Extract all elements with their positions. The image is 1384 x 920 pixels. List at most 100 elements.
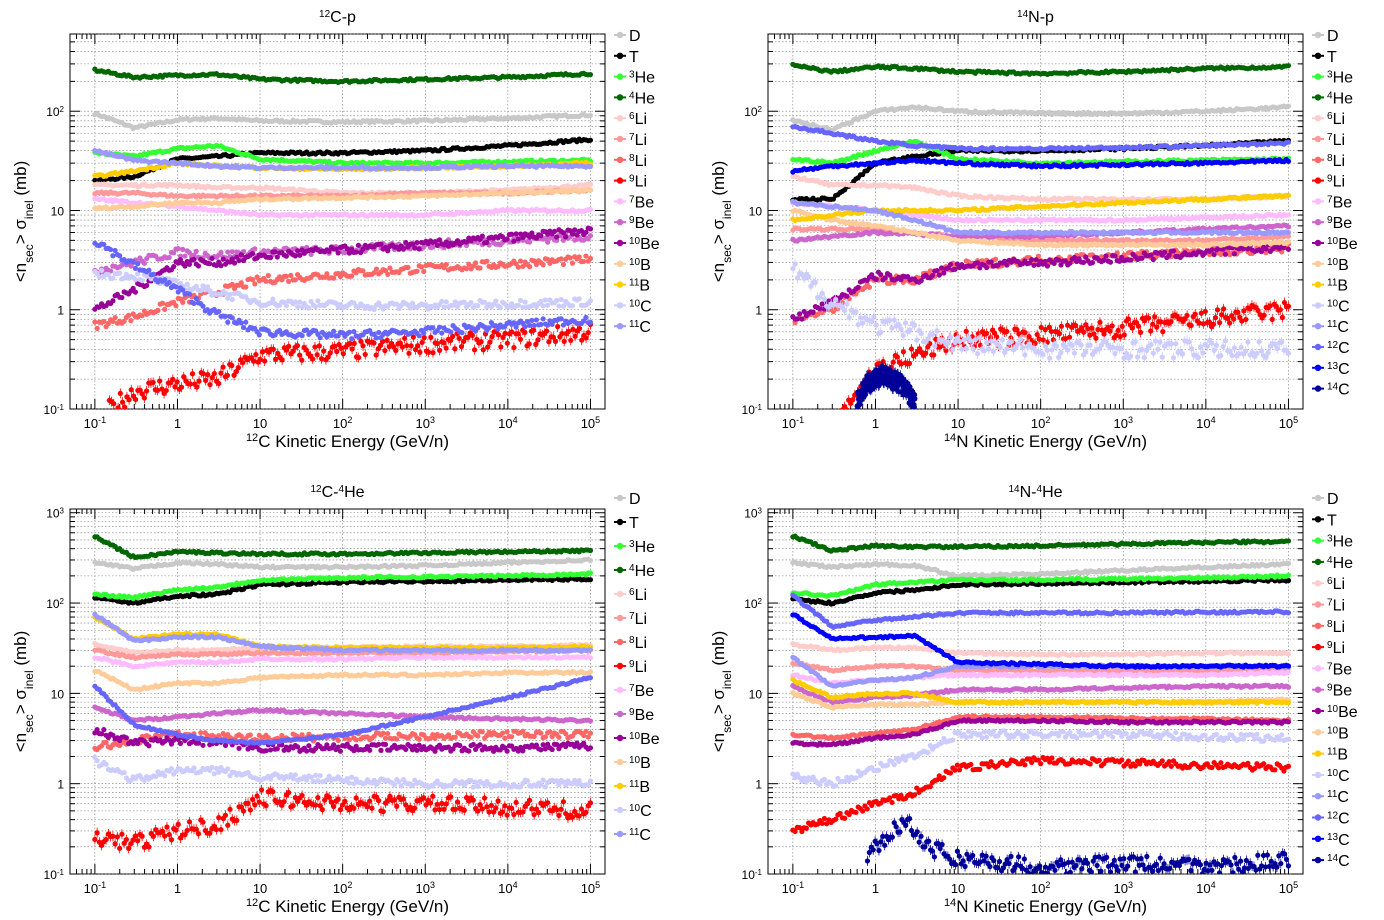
x-tick-label: 103 bbox=[416, 415, 435, 431]
data-point bbox=[122, 404, 128, 409]
data-point bbox=[157, 378, 163, 384]
data-point bbox=[216, 308, 222, 315]
data-point bbox=[362, 351, 368, 358]
legend-item-9Li: 9Li bbox=[614, 173, 647, 191]
data-point bbox=[272, 249, 278, 255]
data-point bbox=[443, 261, 449, 268]
data-point bbox=[133, 396, 139, 403]
data-point bbox=[200, 371, 207, 377]
data-point bbox=[115, 408, 117, 409]
data-point bbox=[540, 262, 546, 268]
data-point bbox=[194, 384, 200, 390]
data-point bbox=[540, 316, 546, 322]
data-point bbox=[295, 248, 301, 254]
data-point bbox=[380, 338, 386, 345]
y-axis-label: <nsec> σinel (mb) bbox=[709, 161, 734, 283]
data-point bbox=[349, 336, 355, 342]
x-axis-label: 12C Kinetic Energy (GeV/n) bbox=[246, 432, 449, 451]
data-point bbox=[555, 323, 561, 330]
data-point bbox=[283, 347, 290, 353]
data-point bbox=[382, 347, 388, 354]
data-point bbox=[472, 260, 479, 266]
data-point bbox=[132, 277, 139, 283]
legend-item-10B: 10B bbox=[614, 256, 651, 274]
y-tick-label: 10 bbox=[51, 204, 65, 218]
data-point bbox=[487, 339, 493, 345]
data-point bbox=[520, 263, 526, 270]
legend-marker bbox=[616, 115, 624, 122]
legend-label: 10B bbox=[629, 256, 651, 274]
data-point bbox=[360, 246, 366, 252]
data-point bbox=[441, 304, 447, 310]
data-point bbox=[265, 272, 271, 279]
legend-marker bbox=[616, 73, 624, 80]
data-point bbox=[349, 346, 355, 352]
data-point bbox=[180, 299, 186, 305]
legend-item-9Be: 9Be bbox=[614, 215, 654, 232]
data-point bbox=[384, 337, 390, 343]
data-point bbox=[171, 250, 177, 256]
data-point bbox=[229, 362, 235, 369]
y-tick-label: 10-1 bbox=[44, 403, 65, 418]
data-point bbox=[430, 244, 436, 250]
data-point bbox=[132, 289, 139, 295]
data-point bbox=[119, 262, 125, 268]
data-point bbox=[332, 343, 338, 349]
data-point bbox=[587, 187, 594, 193]
data-point bbox=[347, 340, 353, 347]
data-point bbox=[184, 281, 190, 287]
data-point bbox=[337, 273, 344, 280]
data-point bbox=[469, 332, 475, 338]
data-point bbox=[236, 257, 242, 264]
data-point bbox=[290, 348, 296, 354]
data-point bbox=[331, 275, 337, 281]
data-point bbox=[110, 318, 116, 325]
data-point bbox=[434, 340, 440, 347]
data-point bbox=[207, 381, 213, 388]
data-point bbox=[1285, 103, 1292, 109]
data-point bbox=[587, 164, 594, 170]
data-point bbox=[561, 338, 567, 344]
data-point bbox=[418, 264, 425, 270]
data-point bbox=[558, 296, 564, 303]
data-point bbox=[560, 261, 567, 268]
data-point bbox=[511, 238, 517, 244]
data-point bbox=[334, 348, 340, 355]
data-point bbox=[478, 339, 484, 345]
data-point bbox=[360, 268, 366, 274]
data-point bbox=[306, 305, 312, 311]
legend-label: 7Li bbox=[629, 132, 647, 150]
data-point bbox=[529, 317, 535, 324]
y-tick-label: 102 bbox=[744, 105, 762, 120]
data-point bbox=[401, 335, 408, 341]
data-point bbox=[94, 325, 100, 331]
data-point bbox=[216, 380, 222, 387]
data-point bbox=[96, 274, 102, 280]
series-4He bbox=[92, 66, 594, 86]
data-point bbox=[477, 265, 483, 271]
data-point bbox=[542, 235, 549, 242]
data-point bbox=[243, 319, 249, 325]
data-point bbox=[570, 326, 576, 332]
data-point bbox=[533, 317, 539, 323]
data-point bbox=[428, 334, 434, 340]
data-point bbox=[515, 264, 521, 270]
data-point bbox=[209, 375, 215, 381]
legend-label: 6Li bbox=[629, 111, 647, 129]
data-point bbox=[522, 299, 528, 305]
x-tick-label: 104 bbox=[498, 415, 517, 431]
data-point bbox=[346, 329, 353, 335]
data-point bbox=[220, 364, 226, 370]
data-point bbox=[166, 254, 172, 261]
data-point bbox=[335, 250, 341, 256]
series-9Li bbox=[106, 319, 594, 409]
data-point bbox=[511, 344, 517, 351]
data-point bbox=[256, 332, 262, 338]
data-point bbox=[225, 249, 231, 255]
x-tick-label: 1 bbox=[872, 416, 879, 431]
data-point bbox=[349, 273, 355, 279]
legend-marker bbox=[616, 260, 624, 267]
data-point bbox=[224, 372, 231, 379]
data-point bbox=[342, 250, 348, 256]
